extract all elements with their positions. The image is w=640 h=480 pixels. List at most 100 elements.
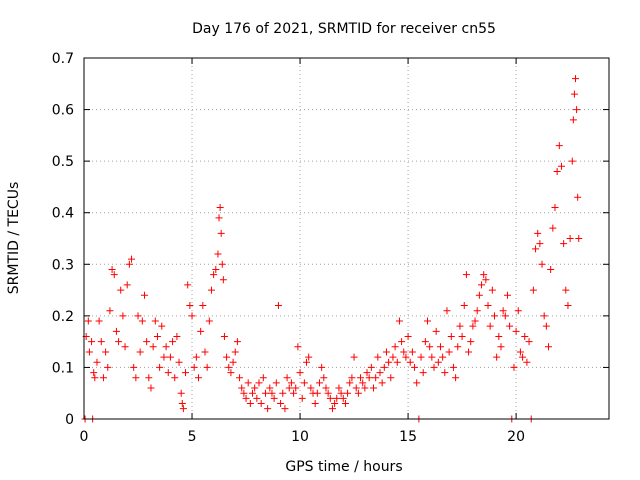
data-point: [147, 384, 155, 392]
data-point: [421, 338, 429, 346]
data-point: [424, 317, 432, 325]
data-point: [246, 400, 254, 408]
data-point: [115, 338, 123, 346]
data-point: [346, 379, 354, 387]
data-point: [574, 193, 582, 201]
data-point: [564, 302, 572, 310]
data-point: [169, 338, 177, 346]
data-point: [205, 317, 213, 325]
data-point: [454, 343, 462, 351]
data-point: [376, 369, 384, 377]
data-point: [233, 338, 241, 346]
data-point: [395, 317, 403, 325]
data-point: [480, 271, 488, 279]
data-point: [478, 281, 486, 289]
data-point: [217, 229, 225, 237]
data-point: [436, 343, 444, 351]
y-tick-label: 0: [65, 412, 74, 428]
data-point: [341, 400, 349, 408]
data-point: [488, 286, 496, 294]
data-point: [370, 384, 378, 392]
data-point: [380, 363, 388, 371]
data-point: [350, 353, 358, 361]
data-point: [536, 240, 544, 248]
data-point: [279, 389, 287, 397]
data-point: [361, 384, 369, 392]
data-point: [499, 307, 507, 315]
data-point: [456, 322, 464, 330]
data-point: [566, 235, 574, 242]
data-point: [229, 358, 237, 366]
data-point: [393, 358, 401, 366]
data-point: [551, 204, 559, 212]
data-point: [514, 307, 522, 315]
data-point: [443, 307, 451, 315]
data-point: [352, 384, 360, 392]
data-point: [184, 281, 192, 289]
data-point: [482, 276, 490, 284]
data-point: [274, 302, 282, 310]
y-axis-label: SRMTID / TECUs: [6, 182, 22, 295]
data-point: [283, 374, 291, 382]
data-point: [547, 265, 555, 273]
data-point: [367, 363, 375, 371]
data-point: [190, 363, 198, 371]
data-point: [331, 400, 339, 408]
data-point: [266, 384, 274, 392]
data-point: [99, 374, 107, 382]
data-point: [382, 348, 390, 356]
data-point: [402, 353, 410, 361]
data-point: [529, 286, 537, 294]
data-point: [106, 307, 114, 315]
data-point: [130, 363, 138, 371]
data-point: [573, 106, 581, 114]
data-point: [151, 317, 159, 325]
data-point: [419, 369, 427, 377]
data-point: [426, 343, 434, 351]
data-point: [363, 369, 371, 377]
data-point: [497, 343, 505, 351]
data-point: [354, 389, 362, 397]
y-tick-label: 0.7: [52, 51, 74, 67]
data-point: [97, 338, 105, 346]
data-point: [525, 338, 533, 346]
data-point: [225, 363, 233, 371]
data-point: [534, 229, 542, 237]
data-point: [93, 358, 101, 366]
data-point: [162, 343, 170, 351]
data-point: [335, 384, 343, 392]
data-point: [318, 363, 326, 371]
data-point: [186, 302, 194, 310]
data-point: [447, 332, 455, 340]
data-point: [95, 317, 103, 325]
data-point: [378, 379, 386, 387]
data-point: [102, 348, 110, 356]
data-point: [473, 307, 481, 315]
data-point: [88, 338, 96, 346]
data-point: [512, 327, 520, 335]
data-point: [348, 374, 356, 382]
data-point: [506, 322, 514, 330]
data-point: [203, 363, 211, 371]
data-point: [178, 400, 186, 408]
data-point: [339, 394, 347, 402]
data-point: [251, 384, 259, 392]
data-point: [145, 374, 153, 382]
data-point: [298, 394, 306, 402]
data-point: [385, 358, 393, 366]
data-point: [391, 343, 399, 351]
data-point: [264, 405, 272, 413]
data-point: [270, 394, 278, 402]
data-point: [166, 353, 174, 361]
data-point: [261, 389, 269, 397]
data-point: [449, 363, 457, 371]
data-point: [207, 286, 215, 294]
data-point: [210, 271, 218, 279]
data-point: [136, 348, 144, 356]
data-point: [121, 343, 129, 351]
data-point: [400, 348, 408, 356]
y-tick-label: 0.2: [52, 309, 74, 325]
data-point: [173, 332, 181, 340]
data-point: [216, 204, 224, 212]
